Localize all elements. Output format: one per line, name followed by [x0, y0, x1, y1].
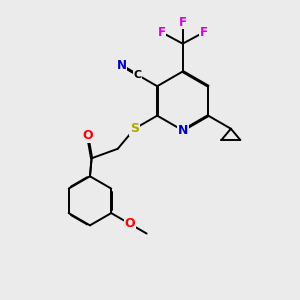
Text: F: F	[179, 16, 187, 29]
Text: C: C	[133, 70, 141, 80]
Text: N: N	[178, 124, 188, 137]
Text: N: N	[117, 59, 127, 72]
Text: S: S	[130, 122, 139, 135]
Text: O: O	[124, 217, 135, 230]
Text: F: F	[200, 26, 208, 39]
Text: O: O	[82, 129, 93, 142]
Text: F: F	[158, 26, 166, 39]
